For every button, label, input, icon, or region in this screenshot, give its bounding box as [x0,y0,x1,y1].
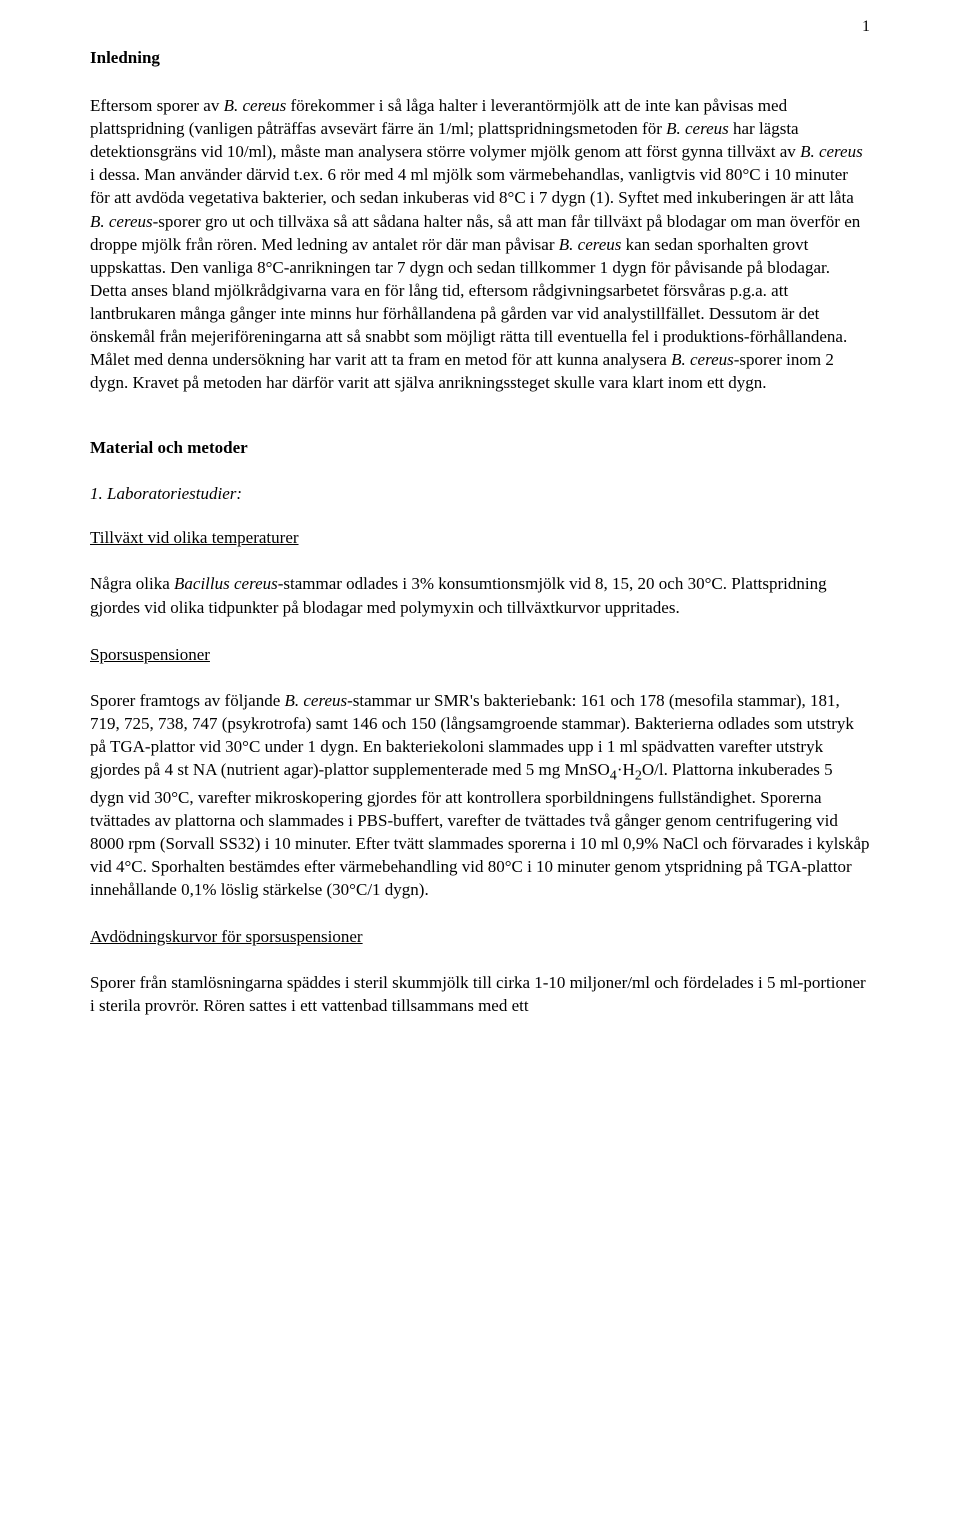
avdodning-heading: Avdödningskurvor för sporsuspensioner [90,927,870,947]
lab-studies-heading: 1. Laboratoriestudier: [90,484,870,504]
avdodning-paragraph: Sporer från stamlösningarna späddes i st… [90,971,870,1017]
materials-methods-heading: Material och metoder [90,438,870,458]
growth-temp-paragraph: Några olika Bacillus cereus-stammar odla… [90,572,870,618]
page-number: 1 [862,18,870,36]
sporsuspensioner-heading: Sporsuspensioner [90,645,870,665]
growth-temp-heading: Tillväxt vid olika temperaturer [90,528,870,548]
page: 1 Inledning Eftersom sporer av B. cereus… [0,0,960,1529]
intro-heading: Inledning [90,48,870,68]
intro-paragraph: Eftersom sporer av B. cereus förekommer … [90,94,870,394]
sporsuspensioner-paragraph: Sporer framtogs av följande B. cereus-st… [90,689,870,902]
